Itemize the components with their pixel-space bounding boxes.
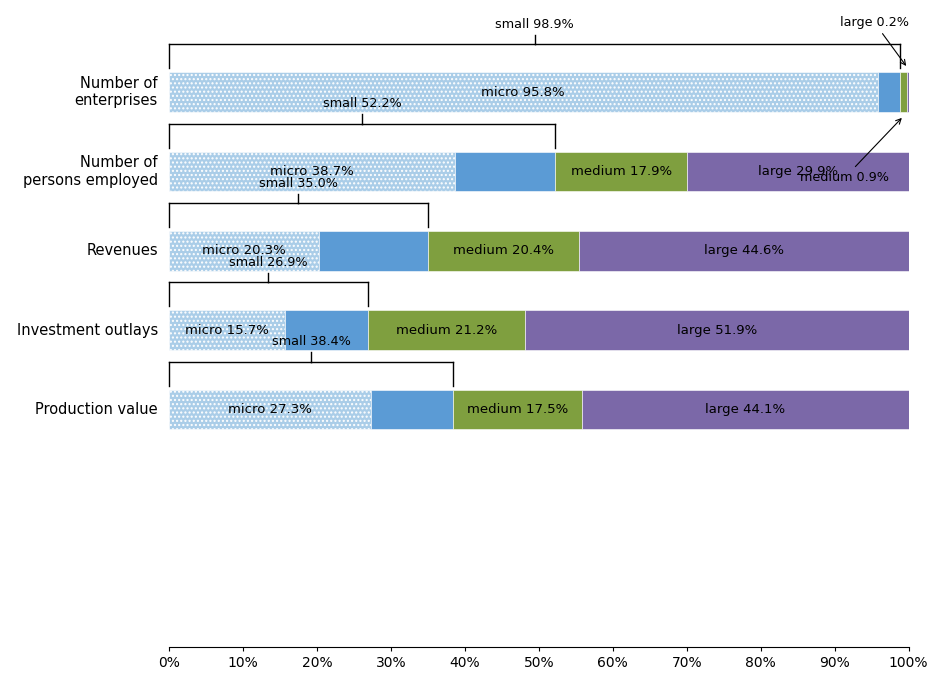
Bar [285,311,367,350]
Bar [428,231,578,271]
Text: small 38.4%: small 38.4% [271,335,350,348]
Text: large 44.6%: large 44.6% [703,244,783,257]
Text: large 44.1%: large 44.1% [705,403,784,416]
Text: micro 95.8%: micro 95.8% [480,86,565,98]
Text: large 29.9%: large 29.9% [757,165,837,178]
Bar [524,311,907,350]
Bar [900,72,906,112]
Text: large 0.2%: large 0.2% [838,16,907,65]
Text: micro 20.3%: micro 20.3% [202,244,286,257]
Text: medium 0.9%: medium 0.9% [800,119,900,184]
Text: medium 20.4%: medium 20.4% [452,244,553,257]
Text: small 98.9%: small 98.9% [495,18,574,31]
Bar [169,231,319,271]
Bar [169,72,877,112]
Bar [319,231,428,271]
Text: large 51.9%: large 51.9% [676,324,756,337]
Bar [554,152,686,191]
Bar [686,152,907,191]
Text: micro 27.3%: micro 27.3% [228,403,312,416]
Bar [371,390,452,429]
Bar [906,72,907,112]
Text: micro 38.7%: micro 38.7% [270,165,354,178]
Bar [455,152,554,191]
Bar [452,390,582,429]
Bar [578,231,907,271]
Bar [582,390,907,429]
Text: medium 17.5%: medium 17.5% [466,403,567,416]
Text: micro 15.7%: micro 15.7% [185,324,269,337]
Bar [169,311,285,350]
Text: medium 21.2%: medium 21.2% [396,324,497,337]
Text: small 26.9%: small 26.9% [229,256,308,269]
Bar [169,152,455,191]
Bar [877,72,900,112]
Bar [367,311,524,350]
Text: small 35.0%: small 35.0% [259,177,338,190]
Text: medium 17.9%: medium 17.9% [570,165,671,178]
Text: small 52.2%: small 52.2% [322,98,401,111]
Bar [169,390,371,429]
